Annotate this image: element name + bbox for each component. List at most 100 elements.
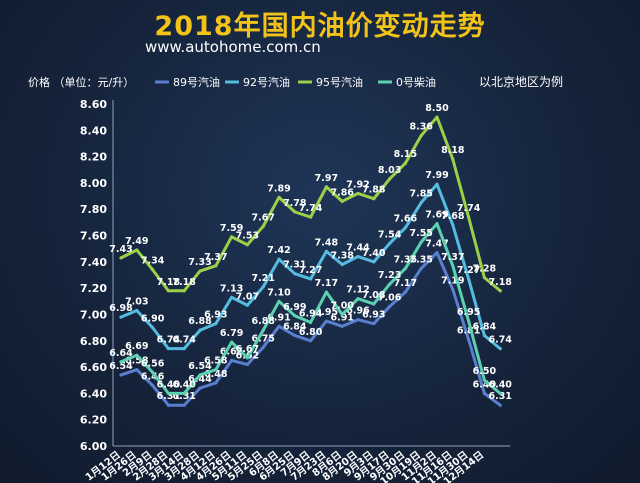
data-point bbox=[261, 328, 265, 332]
data-label: 6.98 bbox=[109, 303, 133, 314]
data-point bbox=[135, 368, 139, 372]
data-label: 6.40 bbox=[473, 379, 497, 390]
data-label: 8.15 bbox=[394, 149, 417, 160]
data-point bbox=[451, 287, 455, 292]
data-label: 6.88 bbox=[251, 316, 275, 327]
data-point bbox=[230, 340, 234, 344]
data-label: 6.31 bbox=[157, 391, 180, 402]
data-point bbox=[372, 322, 376, 326]
data-point bbox=[230, 295, 234, 299]
chart-subtitle: www.autohome.com.cn bbox=[145, 38, 321, 56]
data-label: 7.69 bbox=[425, 210, 448, 221]
data-point bbox=[198, 269, 202, 273]
data-point bbox=[214, 381, 218, 385]
data-point bbox=[151, 383, 155, 388]
data-label: 7.33 bbox=[188, 257, 211, 268]
data-label: 7.42 bbox=[267, 245, 290, 256]
data-label: 7.85 bbox=[409, 189, 432, 200]
data-label: 7.97 bbox=[315, 173, 338, 184]
data-label: 7.27 bbox=[299, 265, 322, 276]
data-label: 6.58 bbox=[125, 356, 149, 367]
y-tick-label: 6.40 bbox=[80, 387, 107, 400]
data-label: 7.74 bbox=[299, 203, 323, 214]
data-label: 6.50 bbox=[473, 366, 497, 377]
data-point bbox=[309, 339, 313, 343]
data-point bbox=[261, 345, 265, 349]
data-point bbox=[403, 290, 407, 294]
data-label: 7.55 bbox=[409, 228, 432, 239]
y-tick-label: 6.00 bbox=[80, 440, 107, 453]
data-point bbox=[293, 210, 297, 214]
data-label: 6.95 bbox=[457, 307, 480, 318]
data-label: 7.43 bbox=[109, 244, 132, 255]
data-point bbox=[309, 277, 313, 281]
data-point bbox=[356, 191, 360, 196]
data-point bbox=[214, 322, 218, 326]
data-point bbox=[372, 302, 376, 306]
legend-label: 92号汽油 bbox=[243, 75, 290, 89]
data-label: 7.12 bbox=[346, 285, 369, 296]
data-label: 6.74 bbox=[488, 335, 512, 346]
data-point bbox=[277, 195, 281, 199]
data-point bbox=[403, 226, 407, 230]
data-label: 7.18 bbox=[172, 277, 196, 288]
data-label: 7.21 bbox=[251, 273, 274, 284]
data-label: 7.13 bbox=[220, 283, 243, 294]
data-point bbox=[245, 356, 249, 360]
data-label: 7.89 bbox=[267, 183, 290, 194]
data-label: 6.91 bbox=[267, 312, 290, 323]
y-tick-label: 8.20 bbox=[80, 151, 107, 164]
data-point bbox=[277, 299, 281, 303]
data-point bbox=[482, 276, 486, 280]
data-point bbox=[119, 315, 123, 319]
data-point bbox=[388, 282, 392, 286]
data-label: 7.06 bbox=[378, 293, 402, 304]
data-label: 7.92 bbox=[346, 179, 369, 190]
data-point bbox=[182, 403, 186, 407]
data-point bbox=[467, 215, 471, 219]
data-label: 7.99 bbox=[425, 170, 448, 181]
data-point bbox=[324, 290, 328, 294]
data-label: 6.67 bbox=[236, 344, 259, 355]
data-label: 7.74 bbox=[457, 203, 481, 214]
data-point bbox=[419, 240, 423, 244]
data-label: 7.34 bbox=[141, 256, 165, 267]
data-point bbox=[435, 251, 439, 255]
data-label: 7.54 bbox=[378, 229, 402, 240]
y-tick-label: 8.00 bbox=[80, 177, 107, 190]
data-point bbox=[498, 391, 502, 395]
data-point bbox=[293, 314, 297, 318]
data-label: 7.88 bbox=[362, 185, 386, 196]
y-tick-label: 8.60 bbox=[80, 98, 107, 111]
data-point bbox=[340, 262, 344, 267]
data-point bbox=[419, 266, 423, 271]
data-point bbox=[340, 199, 344, 203]
data-label: 6.74 bbox=[157, 335, 181, 346]
data-point bbox=[467, 277, 471, 281]
data-point bbox=[451, 157, 455, 161]
data-point bbox=[166, 347, 170, 351]
data-point bbox=[198, 373, 202, 377]
data-label: 6.58 bbox=[204, 356, 228, 367]
data-label: 7.78 bbox=[283, 198, 307, 209]
data-label: 6.88 bbox=[188, 316, 212, 327]
data-point bbox=[403, 161, 407, 165]
data-point bbox=[166, 403, 170, 407]
data-point bbox=[467, 319, 471, 323]
data-label: 7.17 bbox=[315, 278, 338, 289]
data-point bbox=[230, 235, 234, 239]
data-point bbox=[309, 215, 313, 219]
data-label: 6.31 bbox=[172, 391, 195, 402]
data-label: 7.07 bbox=[236, 291, 259, 302]
data-label: 7.35 bbox=[409, 254, 432, 265]
data-label: 7.31 bbox=[283, 260, 306, 271]
data-label: 6.46 bbox=[141, 371, 165, 382]
data-label: 7.59 bbox=[220, 223, 243, 234]
data-point bbox=[151, 326, 155, 330]
data-label: 7.67 bbox=[251, 212, 274, 223]
data-label: 7.68 bbox=[441, 211, 465, 222]
data-label: 7.37 bbox=[441, 252, 464, 263]
y-axis-label: 价格 （单位：元/升） bbox=[28, 76, 135, 89]
data-label: 6.84 bbox=[283, 322, 307, 333]
data-label: 6.40 bbox=[488, 379, 512, 390]
